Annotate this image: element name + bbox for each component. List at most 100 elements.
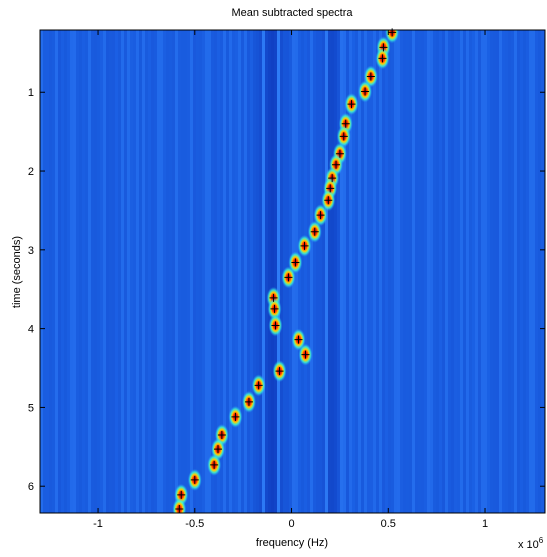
texture-stripe <box>439 30 442 513</box>
texture-stripe <box>493 30 496 513</box>
texture-stripe <box>373 30 376 513</box>
x-multiplier-base: x 10 <box>518 539 539 551</box>
texture-stripe <box>487 30 490 513</box>
texture-stripe <box>478 30 481 513</box>
texture-stripe <box>169 30 172 513</box>
y-tick-label: 4 <box>28 324 34 336</box>
texture-stripe <box>157 30 160 513</box>
texture-stripe <box>196 30 199 513</box>
texture-stripe <box>142 30 145 513</box>
marker <box>310 227 319 236</box>
texture-stripe <box>241 30 244 513</box>
texture-stripe <box>322 30 325 513</box>
texture-stripe <box>508 30 511 513</box>
texture-stripe <box>205 30 208 513</box>
texture-stripe <box>394 30 397 513</box>
texture-stripe <box>445 30 448 513</box>
marker <box>379 43 388 52</box>
texture-stripe <box>208 30 211 513</box>
texture-stripe <box>349 30 352 513</box>
texture-stripe <box>187 30 190 513</box>
texture-stripe <box>175 30 178 513</box>
texture-stripe <box>376 30 379 513</box>
texture-stripe <box>271 30 274 513</box>
marker <box>291 258 300 267</box>
y-tick-label: 2 <box>28 166 34 178</box>
texture-stripe <box>220 30 223 513</box>
marker <box>284 273 293 282</box>
texture-stripe <box>265 30 268 513</box>
texture-stripe <box>502 30 505 513</box>
marker <box>361 87 370 96</box>
texture-stripe <box>127 30 130 513</box>
texture-stripe <box>406 30 409 513</box>
texture-stripe <box>154 30 157 513</box>
x-tick-label: 0 <box>288 518 294 530</box>
texture-stripe <box>112 30 115 513</box>
texture-stripe <box>49 30 52 513</box>
marker <box>270 304 279 313</box>
marker <box>210 460 219 469</box>
texture-stripe <box>442 30 445 513</box>
texture-stripe <box>466 30 469 513</box>
texture-stripe <box>46 30 49 513</box>
texture-stripe <box>511 30 514 513</box>
texture-stripe <box>361 30 364 513</box>
x-tick-label: 1 <box>482 518 488 530</box>
marker <box>324 196 333 205</box>
texture-stripe <box>367 30 370 513</box>
texture-stripe <box>379 30 382 513</box>
marker <box>366 72 375 81</box>
texture-stripe <box>61 30 64 513</box>
texture-stripe <box>145 30 148 513</box>
marker <box>275 367 284 376</box>
texture-stripe <box>301 30 304 513</box>
texture-stripe <box>391 30 394 513</box>
texture-stripe <box>166 30 169 513</box>
texture-stripe <box>346 30 349 513</box>
texture-stripe <box>229 30 232 513</box>
texture-stripe <box>298 30 301 513</box>
texture-stripe <box>55 30 58 513</box>
texture-stripe <box>163 30 166 513</box>
marker <box>190 475 199 484</box>
texture-stripe <box>481 30 484 513</box>
texture-stripe <box>178 30 181 513</box>
texture-stripe <box>514 30 517 513</box>
texture-stripe <box>469 30 472 513</box>
y-tick-label: 6 <box>28 481 34 493</box>
texture-stripe <box>424 30 427 513</box>
texture-stripe <box>427 30 430 513</box>
texture-stripe <box>106 30 109 513</box>
texture-stripe <box>226 30 229 513</box>
marker <box>231 412 240 421</box>
texture-stripe <box>385 30 388 513</box>
texture-stripe <box>310 30 313 513</box>
texture-stripe <box>388 30 391 513</box>
texture-stripe <box>364 30 367 513</box>
texture-stripe <box>313 30 316 513</box>
marker <box>300 241 309 250</box>
x-tick-label: -0.5 <box>185 518 204 530</box>
marker <box>271 321 280 330</box>
texture-stripe <box>517 30 520 513</box>
marker <box>326 184 335 193</box>
marker <box>244 397 253 406</box>
marker <box>316 211 325 220</box>
texture-stripe <box>316 30 319 513</box>
texture-stripe <box>403 30 406 513</box>
texture-stripe <box>118 30 121 513</box>
marker <box>217 430 226 439</box>
texture-stripe <box>541 30 544 513</box>
texture-stripe <box>133 30 136 513</box>
texture-stripe <box>451 30 454 513</box>
texture-stripe <box>436 30 439 513</box>
texture-stripe <box>88 30 91 513</box>
texture-stripe <box>337 30 340 513</box>
texture-stripe <box>457 30 460 513</box>
texture-stripe <box>91 30 94 513</box>
texture-stripe <box>475 30 478 513</box>
texture-stripe <box>397 30 400 513</box>
texture-stripe <box>238 30 241 513</box>
texture-stripe <box>160 30 163 513</box>
